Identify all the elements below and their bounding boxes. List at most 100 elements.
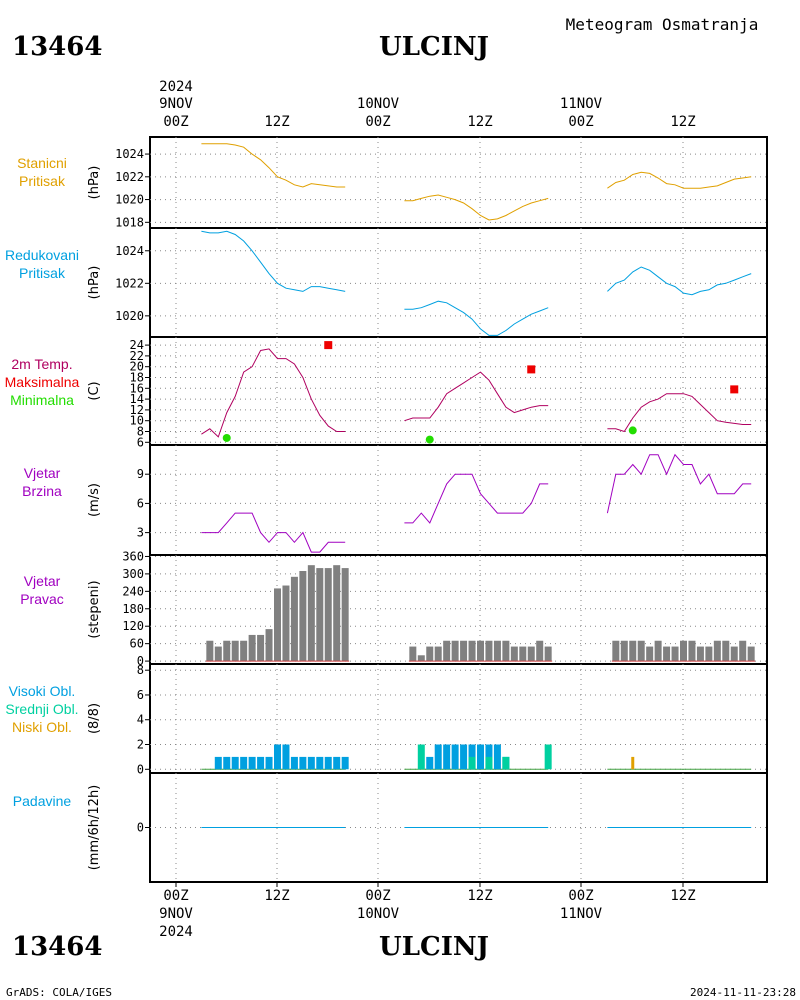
tmax-marker: [730, 385, 739, 394]
pravac-ytick-3: 180: [122, 602, 144, 616]
padavine-ytick-0: 0: [137, 821, 144, 835]
temp-ytick-3: 12: [130, 403, 144, 417]
winddir-bar: [493, 640, 501, 662]
stanicni-ytick-1: 1020: [115, 193, 144, 207]
cloud-bar: [417, 744, 425, 770]
winddir-bar: [341, 568, 349, 662]
temp-label-0: 2m Temp.: [11, 356, 72, 372]
stanicni-ytick-2: 1022: [115, 170, 144, 184]
cloud-bar: [231, 756, 239, 770]
winddir-bar: [629, 640, 637, 662]
vjetar-unit-label: (m/s): [87, 483, 102, 517]
temp-label-2: Minimalna: [10, 392, 74, 408]
cloud-bar: [341, 756, 349, 770]
temp-ytick-4: 14: [130, 392, 144, 406]
stanicni-frame: [149, 136, 768, 229]
winddir-bar: [231, 640, 239, 662]
temp-ytick-6: 18: [130, 371, 144, 385]
temp-line-0: [201, 348, 346, 438]
winddir-bar: [620, 640, 628, 662]
temp-ytick-1: 8: [137, 425, 144, 439]
temp-label-1: Maksimalna: [5, 374, 80, 390]
oblaci-label-1: Srednji Obl.: [5, 701, 78, 717]
winddir-bar: [257, 634, 265, 662]
stanicni-label-1: Pritisak: [19, 173, 66, 189]
winddir-bar: [544, 646, 552, 662]
padavine-unit-label: (mm/6h/12h): [87, 785, 102, 871]
winddir-bar: [417, 655, 425, 662]
winddir-bar: [637, 640, 645, 662]
cloud-bar: [282, 744, 290, 770]
pravac-ytick-1: 60: [130, 637, 144, 651]
redukovani-line-0: [201, 230, 346, 292]
cloud-bar: [426, 756, 434, 770]
tmin-marker: [425, 435, 434, 444]
vjetar-line-1: [404, 473, 549, 524]
time-label-top-1: 00Z: [163, 114, 188, 130]
panels-group: 1018102010221024(hPa)StanicniPritisak102…: [5, 136, 768, 887]
winddir-bar: [434, 646, 442, 662]
winddir-bar: [502, 640, 510, 662]
temp-line-2: [607, 393, 752, 433]
stanicni-ytick-0: 1018: [115, 215, 144, 229]
cloud-bar: [468, 756, 476, 770]
cloud-bar: [265, 756, 273, 770]
winddir-bar: [316, 568, 324, 662]
oblaci-unit-label: (8/8): [87, 703, 102, 734]
time-label-bottom-5: 00Z: [568, 888, 593, 904]
vjetar-line-0: [201, 512, 346, 553]
vjetar-label-0: Vjetar: [24, 465, 61, 481]
pravac-unit-label: (stepeni): [87, 580, 102, 638]
oblaci-ytick-3: 6: [137, 688, 144, 702]
time-label-bottom-4: 12Z: [467, 888, 492, 904]
temp-ytick-7: 20: [130, 360, 144, 374]
date-label-bottom-1: 9NOV: [159, 906, 193, 922]
stanicni-line-2: [607, 171, 752, 189]
cloud-bar: [214, 756, 222, 770]
winddir-bar: [223, 640, 231, 662]
winddir-bar: [274, 588, 281, 662]
padavine-label-0: Padavine: [13, 793, 72, 809]
time-label-bottom-1: 00Z: [163, 888, 188, 904]
winddir-bar: [282, 585, 290, 662]
winddir-bar: [510, 646, 518, 662]
winddir-bar: [730, 646, 738, 662]
temp-unit-label: (C): [87, 381, 102, 400]
redukovani-frame: [149, 227, 768, 338]
redukovani-ytick-0: 1020: [115, 309, 144, 323]
winddir-bar: [713, 640, 721, 662]
tmin-marker: [222, 433, 231, 442]
winddir-bar: [663, 646, 671, 662]
redukovani-label-0: Redukovani: [5, 247, 79, 263]
cloud-bar: [316, 756, 324, 770]
station-name-bottom: ULCINJ: [379, 932, 489, 962]
vjetar-ytick-1: 6: [137, 496, 144, 510]
winddir-bar: [409, 646, 417, 662]
stanicni-ytick-3: 1024: [115, 147, 144, 161]
winddir-bar: [485, 640, 493, 662]
winddir-bar: [290, 576, 298, 662]
cloud-bar: [307, 756, 315, 770]
redukovani-label-1: Pritisak: [19, 265, 66, 281]
time-label-bottom-3: 00Z: [365, 888, 390, 904]
cloud-bar: [299, 756, 307, 770]
time-label-top-3: 00Z: [365, 114, 390, 130]
redukovani-line-1: [404, 300, 549, 336]
date-label-top-3: 11NOV: [560, 96, 603, 112]
oblaci-label-2: Niski Obl.: [12, 719, 72, 735]
winddir-bar: [214, 646, 222, 662]
temp-ytick-8: 22: [130, 349, 144, 363]
winddir-bar: [426, 646, 434, 662]
vjetar-ytick-0: 3: [137, 526, 144, 540]
time-label-top-6: 12Z: [670, 114, 695, 130]
winddir-bar: [527, 646, 535, 662]
winddir-bar: [519, 646, 527, 662]
cloud-bar: [631, 756, 635, 770]
winddir-bar: [451, 640, 459, 662]
winddir-bar: [739, 640, 747, 662]
winddir-bar: [333, 565, 341, 662]
winddir-bar: [671, 646, 679, 662]
oblaci-ytick-0: 0: [137, 762, 144, 776]
oblaci-label-0: Visoki Obl.: [9, 683, 76, 699]
